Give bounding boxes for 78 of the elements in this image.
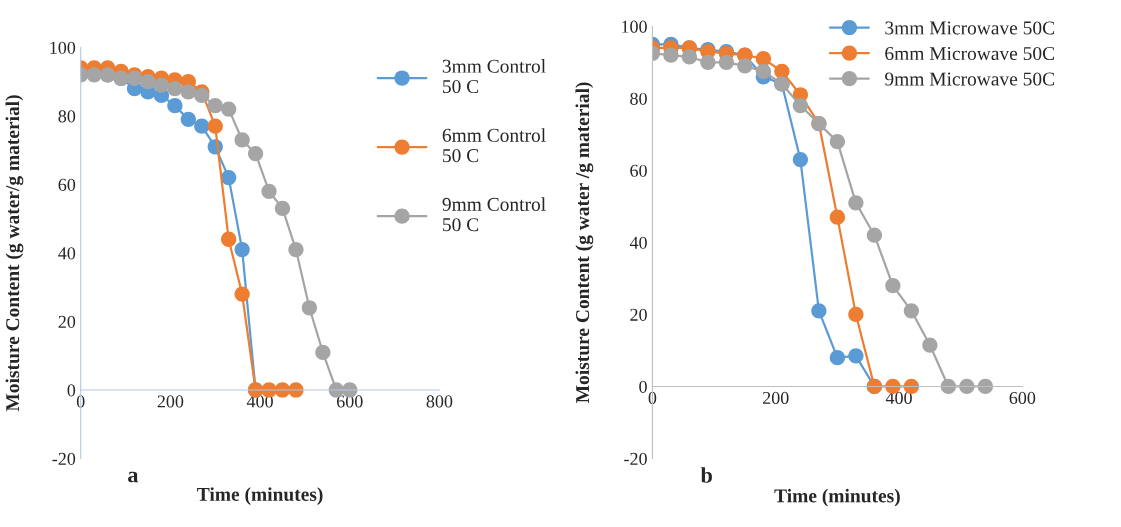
y-tick-label: 20 xyxy=(630,308,647,321)
point xyxy=(829,209,846,225)
y-tick-label: -20 xyxy=(52,452,76,465)
point xyxy=(288,241,304,258)
point xyxy=(940,378,957,395)
point xyxy=(700,54,716,70)
point xyxy=(885,277,901,294)
point xyxy=(866,227,883,243)
y-tick-label: 80 xyxy=(630,92,647,105)
point xyxy=(167,80,183,97)
point xyxy=(959,378,975,395)
point xyxy=(829,133,846,150)
point xyxy=(792,97,809,114)
x-tick-label: 0 xyxy=(76,395,85,408)
point xyxy=(247,145,264,162)
point xyxy=(848,348,864,364)
legend-label: 6mm Control 50 C xyxy=(442,128,546,163)
point xyxy=(207,98,223,114)
point xyxy=(180,84,196,100)
point xyxy=(681,49,698,65)
x-tick-label: 600 xyxy=(1009,391,1036,405)
y-tick-label: 0 xyxy=(639,380,647,393)
y-axis-title: Moisture Content (g water/g material) xyxy=(5,95,24,412)
x-tick-label: 600 xyxy=(336,395,363,408)
y-tick-label: 100 xyxy=(50,41,76,54)
point xyxy=(234,132,250,148)
x-tick-label: 200 xyxy=(157,395,184,408)
point xyxy=(792,151,809,168)
x-tick-label: 400 xyxy=(885,391,912,405)
y-tick-label: -20 xyxy=(624,452,647,465)
point xyxy=(221,169,237,186)
legend-label: 3mm Control 50 C xyxy=(442,59,546,94)
point xyxy=(811,303,827,319)
point xyxy=(140,74,156,90)
y-tick-label: 40 xyxy=(58,247,76,260)
point xyxy=(774,63,790,79)
point xyxy=(86,67,102,83)
y-axis-title: Moisture Content (g water /g material) xyxy=(575,82,594,403)
point xyxy=(207,118,223,134)
legend-label: 9mm Control 50 C xyxy=(442,197,546,232)
point xyxy=(261,183,277,199)
point xyxy=(167,98,183,114)
point xyxy=(737,58,753,74)
point xyxy=(234,286,250,302)
point xyxy=(829,350,846,366)
point xyxy=(755,63,772,79)
point xyxy=(221,231,237,247)
x-axis-title: Time (minutes) xyxy=(197,487,323,505)
point xyxy=(848,195,864,211)
legend-label: 3mm Microwave 50C xyxy=(885,21,1054,35)
point xyxy=(977,378,993,395)
text: b xyxy=(700,467,712,483)
point xyxy=(234,241,250,258)
point xyxy=(180,111,196,127)
y-tick-label: 80 xyxy=(58,110,76,123)
point xyxy=(194,118,210,134)
y-tick-label: 60 xyxy=(58,178,76,191)
point xyxy=(718,54,735,70)
legend-label: 9mm Microwave 50C xyxy=(885,72,1054,86)
point xyxy=(153,77,170,93)
point xyxy=(848,306,864,323)
x-tick-label: 200 xyxy=(762,391,789,405)
y-tick-label: 100 xyxy=(622,20,647,33)
point xyxy=(903,303,920,319)
point xyxy=(315,344,331,360)
legend-label: 6mm Microwave 50C xyxy=(885,46,1054,61)
x-axis-title: Time (minutes) xyxy=(774,488,900,507)
y-tick-label: 40 xyxy=(629,236,647,249)
point xyxy=(274,200,291,217)
point xyxy=(194,87,210,104)
point xyxy=(922,337,938,353)
y-tick-label: 20 xyxy=(58,315,76,328)
point xyxy=(221,101,237,117)
text: a xyxy=(128,471,139,483)
point xyxy=(663,47,679,63)
y-tick-label: 60 xyxy=(630,164,647,177)
point xyxy=(301,300,318,316)
x-tick-label: 800 xyxy=(426,395,453,408)
